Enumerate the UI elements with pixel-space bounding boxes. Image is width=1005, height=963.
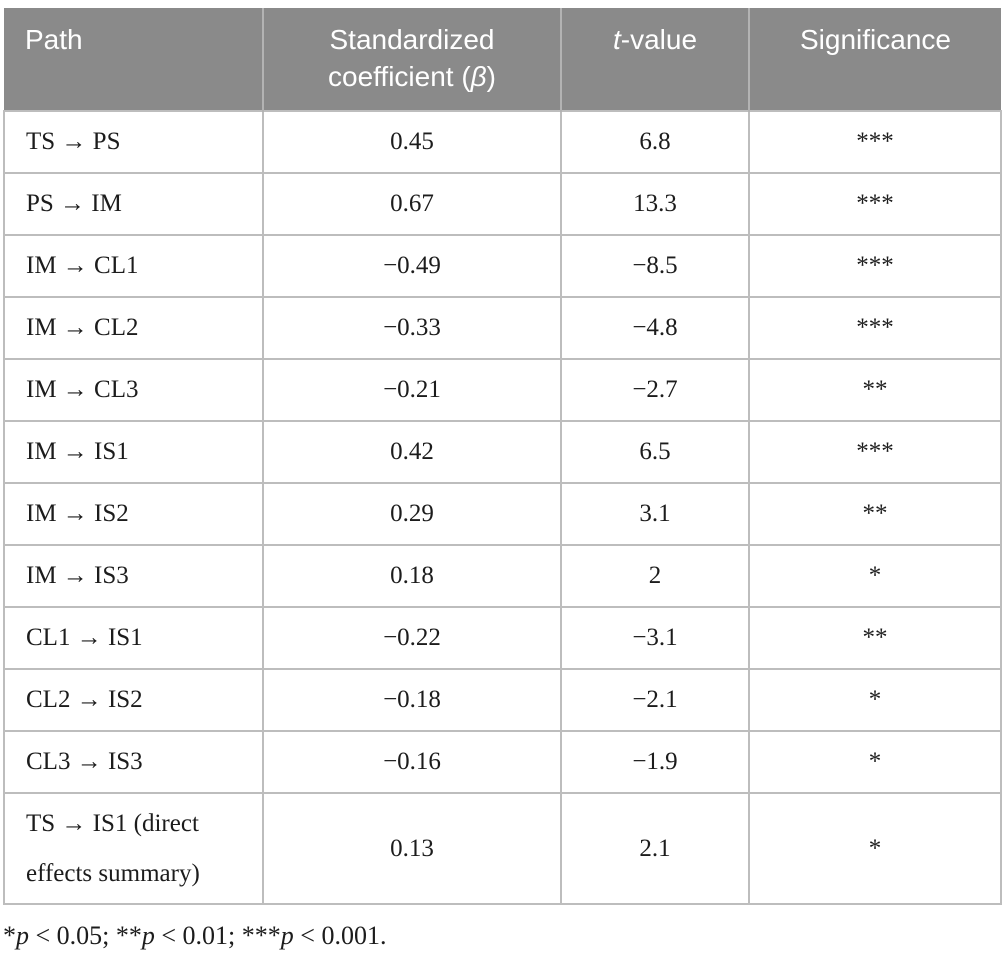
t-value-cell: −1.9 [560, 730, 750, 794]
t-value-cell: −2.1 [560, 668, 750, 732]
column-header-t-value: t-value [560, 8, 749, 111]
path-cell: IM → CL3 [3, 358, 264, 422]
coefficient-cell: −0.33 [262, 296, 562, 360]
t-value-cell: −8.5 [560, 234, 750, 298]
footnote-seg3: < 0.001. [293, 921, 387, 950]
significance-cell: * [748, 668, 1002, 732]
footnote-p2: p [141, 921, 155, 950]
table-header: Path Standardized coefficient (β) t-valu… [4, 8, 1001, 111]
table-row: TS → PS 0.45 6.8 *** [3, 110, 1002, 174]
path-cell: IM → IS3 [3, 544, 264, 608]
table-row: TS → IS1 (direct effects summary) 0.13 2… [3, 792, 1002, 905]
coefficient-cell: −0.16 [262, 730, 562, 794]
t-value-cell: 6.5 [560, 420, 750, 484]
path-cell: CL3 → IS3 [3, 730, 264, 794]
table-row: IM → IS2 0.29 3.1 ** [3, 482, 1002, 546]
table-footnote: *p < 0.05; **p < 0.01; ***p < 0.001. [3, 921, 1000, 951]
table-row: IM → CL2 −0.33 −4.8 *** [3, 296, 1002, 360]
significance-cell: ** [748, 358, 1002, 422]
table-row: IM → CL3 −0.21 −2.7 ** [3, 358, 1002, 422]
footnote-star3: *** [241, 921, 281, 950]
coefficient-cell: 0.42 [262, 420, 562, 484]
table-row: PS → IM 0.67 13.3 *** [3, 172, 1002, 236]
path-cell: IM → CL2 [3, 296, 264, 360]
path-cell: TS → IS1 (direct effects summary) [3, 792, 264, 905]
significance-cell: *** [748, 234, 1002, 298]
table-row: CL2 → IS2 −0.18 −2.1 * [3, 668, 1002, 732]
header-row: Path Standardized coefficient (β) t-valu… [4, 8, 1001, 111]
table-row: IM → IS3 0.18 2 * [3, 544, 1002, 608]
footnote-p1: p [16, 921, 29, 950]
table-body: TS → PS 0.45 6.8 *** PS → IM 0.67 13.3 *… [3, 110, 1002, 905]
significance-cell: *** [748, 172, 1002, 236]
path-cell: CL2 → IS2 [3, 668, 264, 732]
table-row: CL1 → IS1 −0.22 −3.1 ** [3, 606, 1002, 670]
table-row: CL3 → IS3 −0.16 −1.9 * [3, 730, 1002, 794]
t-value-cell: 6.8 [560, 110, 750, 174]
coefficient-cell: −0.22 [262, 606, 562, 670]
t-value-cell: 13.3 [560, 172, 750, 236]
footnote-seg2: < 0.01; [154, 921, 242, 950]
significance-cell: *** [748, 420, 1002, 484]
t-value-cell: 3.1 [560, 482, 750, 546]
coefficient-header-close: ) [486, 61, 496, 92]
path-cell: IM → IS2 [3, 482, 264, 546]
significance-cell: * [748, 544, 1002, 608]
coefficient-cell: 0.29 [262, 482, 562, 546]
path-cell: TS → PS [3, 110, 264, 174]
significance-cell: * [748, 792, 1002, 905]
coefficient-cell: 0.67 [262, 172, 562, 236]
coefficient-cell: −0.49 [262, 234, 562, 298]
path-cell: IM → CL1 [3, 234, 264, 298]
coefficient-cell: 0.18 [262, 544, 562, 608]
t-value-cell: −2.7 [560, 358, 750, 422]
footnote-seg1: < 0.05; [29, 921, 116, 950]
significance-cell: *** [748, 296, 1002, 360]
significance-cell: ** [748, 606, 1002, 670]
t-symbol: t [612, 24, 621, 55]
beta-symbol: β [470, 61, 487, 92]
footnote-star1: * [3, 921, 16, 950]
path-cell: CL1 → IS1 [3, 606, 264, 670]
coefficient-cell: −0.21 [262, 358, 562, 422]
significance-cell: ** [748, 482, 1002, 546]
t-value-cell: 2 [560, 544, 750, 608]
t-value-header-text: -value [620, 24, 698, 55]
column-header-significance: Significance [748, 8, 1001, 111]
coefficient-cell: 0.13 [262, 792, 562, 905]
significance-cell: *** [748, 110, 1002, 174]
column-header-coefficient: Standardized coefficient (β) [262, 8, 561, 111]
path-cell: PS → IM [3, 172, 264, 236]
t-value-cell: −4.8 [560, 296, 750, 360]
coefficient-cell: −0.18 [262, 668, 562, 732]
table-row: IM → IS1 0.42 6.5 *** [3, 420, 1002, 484]
significance-cell: * [748, 730, 1002, 794]
results-table: Path Standardized coefficient (β) t-valu… [3, 8, 1002, 905]
t-value-cell: 2.1 [560, 792, 750, 905]
t-value-cell: −3.1 [560, 606, 750, 670]
column-header-path: Path [4, 8, 263, 111]
footnote-star2: ** [115, 921, 142, 950]
footnote-p3: p [280, 921, 294, 950]
path-cell: IM → IS1 [3, 420, 264, 484]
coefficient-cell: 0.45 [262, 110, 562, 174]
table-row: IM → CL1 −0.49 −8.5 *** [3, 234, 1002, 298]
coefficient-header-text: Standardized coefficient ( [328, 24, 495, 92]
